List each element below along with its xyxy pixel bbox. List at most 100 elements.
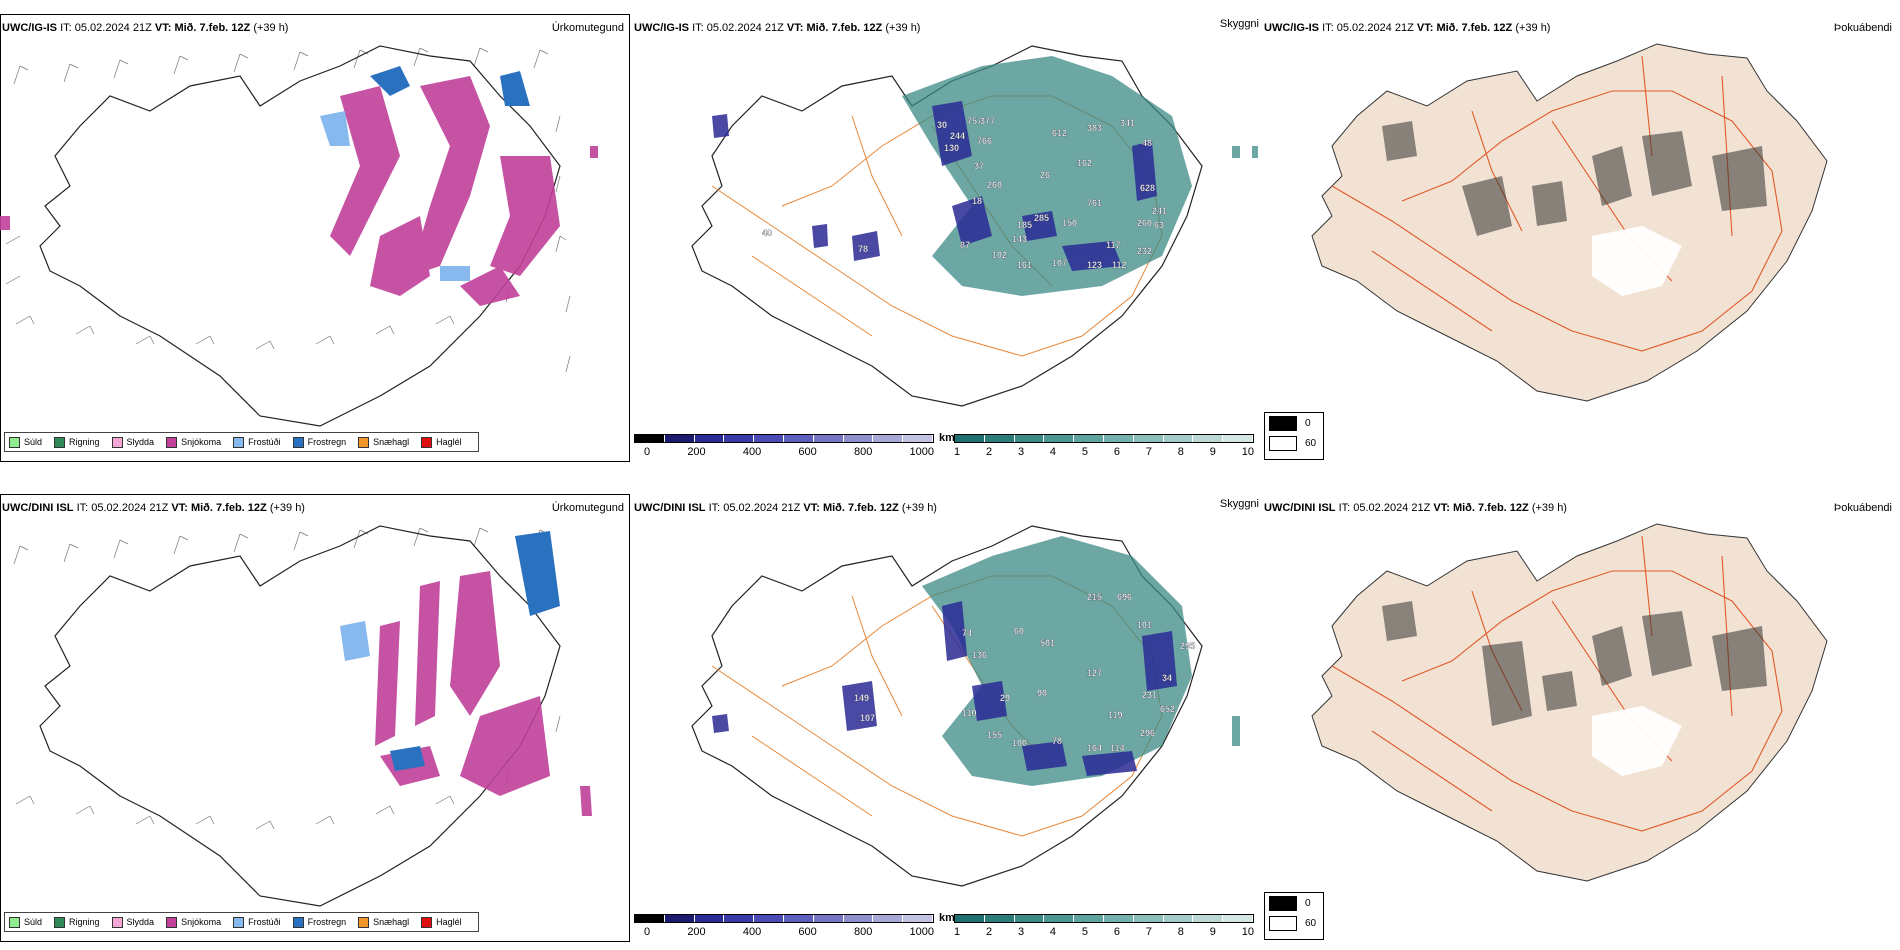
map-label: 244: [950, 131, 965, 141]
fog-value: 0: [1305, 897, 1311, 909]
map-label: 110: [962, 708, 977, 718]
visibility-areas: [922, 536, 1240, 786]
colorbar-swatch: [813, 915, 844, 922]
colorbar-swatch: [694, 435, 725, 442]
legend-swatch: [233, 436, 245, 448]
precip-map: [0, 45, 598, 427]
tick-label: 200: [687, 446, 706, 458]
colorbar-ticks: 0 200 400 600 800 1000: [634, 446, 934, 458]
map-label: 761: [1087, 198, 1102, 208]
map-label: 143: [1012, 234, 1027, 244]
map-label: 766: [977, 136, 992, 146]
iceland-outline: [39, 525, 561, 907]
map-label: 161: [1017, 260, 1032, 270]
it-label: IT:: [692, 22, 704, 34]
tick-label: 4: [1049, 926, 1057, 938]
colorbar-swatch: [783, 435, 814, 442]
map-label: 501: [1040, 638, 1055, 648]
map-label: 155: [987, 730, 1002, 740]
legend-label: Snæhagl: [373, 917, 410, 927]
legend-item: Haglél: [421, 916, 462, 928]
lead-time: (+39 h): [1515, 22, 1551, 34]
map-label: 127: [1087, 668, 1102, 678]
legend-label: Snjókoma: [181, 437, 222, 447]
cloud-labels: 30 244 130 757 377 766 37 260 612 383 34…: [762, 116, 1167, 270]
map-label: 26: [1040, 170, 1050, 180]
map-label: 260: [987, 180, 1002, 190]
lead-time: (+39 h): [901, 502, 937, 514]
colorbar-swatch: [813, 435, 844, 442]
map-label: 652: [1160, 704, 1175, 714]
precip-panel-row1: UWC/IG-IS IT: 05.02.2024 21Z VT: Mið. 7.…: [0, 0, 630, 465]
panel-title: Úrkomutegund: [551, 502, 624, 514]
colorbar-swatch: [1133, 435, 1164, 442]
legend-item: Súld: [9, 916, 43, 928]
map-label: 60: [1014, 626, 1024, 636]
colorbar-swatch: [903, 435, 933, 442]
tick-label: 2: [985, 446, 993, 458]
fog-legend: 0 60: [1264, 412, 1324, 460]
vt-value: Mið. 7.feb. 12Z: [1452, 502, 1529, 514]
legend-item: Frostúði: [233, 916, 281, 928]
panel-frame: [0, 14, 630, 462]
map-label: 341: [1120, 118, 1135, 128]
lead-time: (+39 h): [1531, 502, 1567, 514]
it-label: IT:: [60, 22, 72, 34]
snow-areas: [375, 571, 592, 816]
panel-title: Þokuábendi: [1833, 22, 1892, 34]
legend-label: Snjókoma: [181, 917, 222, 927]
colorbar-swatches: [954, 434, 1254, 443]
colorbar-swatch: [1074, 435, 1104, 442]
legend-swatch: [9, 916, 20, 928]
visibility-colorbar: 1 2 3 4 5 6 7 8 9 10: [954, 914, 1254, 940]
colorbar-swatch: [955, 435, 985, 442]
colorbar-swatch: [984, 915, 1015, 922]
tick-label: 8: [1177, 446, 1184, 458]
legend-label: Súld: [24, 917, 43, 927]
tick-label: 8: [1177, 926, 1184, 938]
map-label: 377: [980, 116, 995, 126]
lead-time: (+39 h): [253, 22, 289, 34]
colorbar-swatch: [754, 435, 784, 442]
map-label: 101: [1137, 620, 1152, 630]
legend-label: Rigning: [69, 437, 100, 447]
it-value: 05.02.2024 21Z: [1336, 22, 1414, 34]
legend-item: Snæhagl: [358, 436, 410, 448]
map-label: 295: [1180, 641, 1195, 651]
legend-label: Snæhagl: [373, 437, 410, 447]
colorbar-swatch: [1223, 915, 1253, 922]
panel-header: UWC/IG-IS IT: 05.02.2024 21Z VT: Mið. 7.…: [634, 22, 920, 34]
cloud-map: 215 696 101 74 136 60 501 98 29 127 231 …: [691, 525, 1240, 887]
fog-value: 0: [1305, 417, 1311, 429]
map-label: 696: [1117, 592, 1132, 602]
colorbar-swatches: [954, 914, 1254, 923]
colorbar-swatch: [873, 915, 904, 922]
tick-label: 4: [1049, 446, 1057, 458]
vt-value: Mið. 7.feb. 12Z: [806, 22, 883, 34]
iceland-outline: [39, 45, 561, 427]
fog-legend-row: 0: [1265, 893, 1323, 913]
it-value: 05.02.2024 21Z: [723, 502, 801, 514]
snow-areas: [0, 76, 598, 306]
cloud-labels: 215 696 101 74 136 60 501 98 29 127 231 …: [854, 592, 1195, 753]
map-label: 74: [962, 628, 972, 638]
map-label: 215: [1087, 592, 1102, 602]
tick-label: 9: [1209, 446, 1216, 458]
white-fog-area: [1592, 226, 1682, 296]
colorbar-swatches: [634, 914, 934, 923]
colorbar-ticks: 1 2 3 4 5 6 7 8 9 10: [954, 926, 1254, 938]
fog-legend-row: 60: [1265, 913, 1323, 933]
fog-map: [1311, 523, 1828, 882]
tick-label: 6: [1113, 926, 1120, 938]
legend-item: Rigning: [54, 436, 100, 448]
legend-item: Súld: [9, 436, 42, 448]
freezing-drizzle-areas: [320, 111, 470, 281]
fog-swatch: [1269, 895, 1297, 911]
legend-label: Slydda: [126, 917, 155, 927]
colorbar-swatch: [1014, 435, 1045, 442]
freezing-drizzle-areas: [340, 621, 370, 661]
colorbar-swatch: [984, 435, 1015, 442]
legend-item: Snjókoma: [166, 436, 222, 448]
tick-label: 1: [954, 926, 961, 938]
colorbar-swatch: [1044, 435, 1075, 442]
